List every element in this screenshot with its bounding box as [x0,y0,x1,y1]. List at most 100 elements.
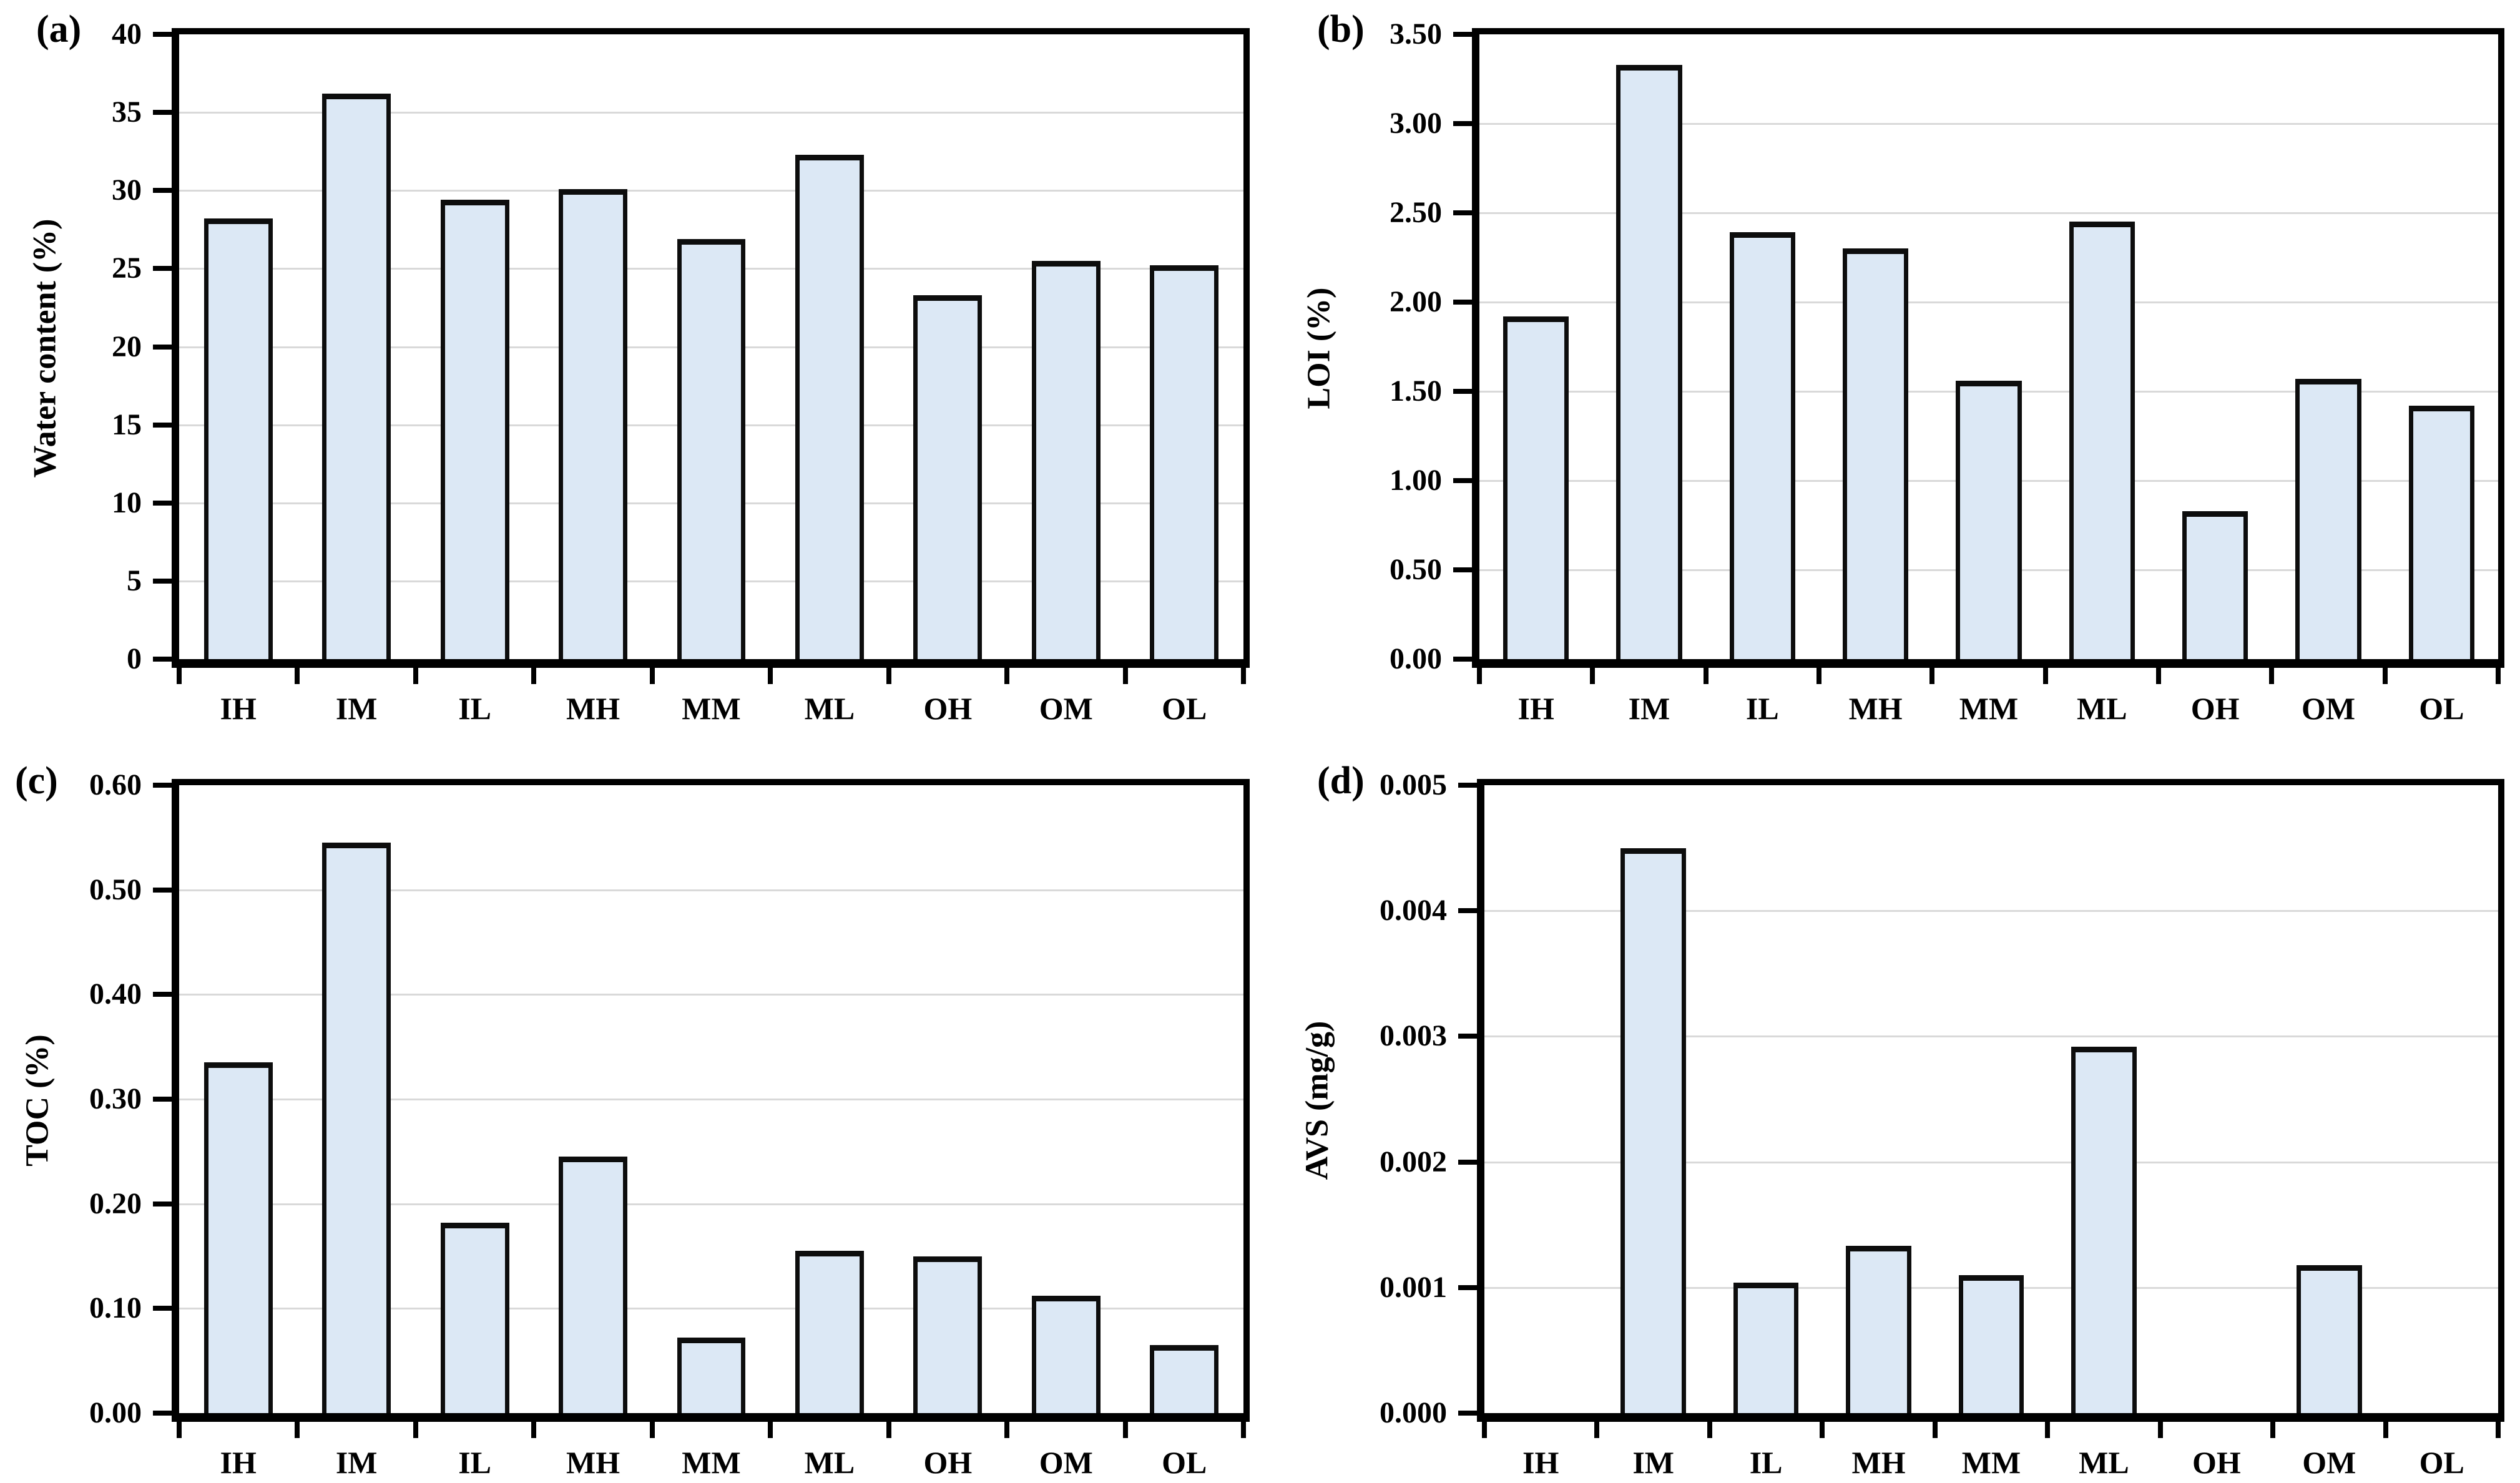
bar-b-IM [1616,64,1682,659]
x-category-label-a-ML: ML [804,691,855,726]
x-tick-mark [1932,1422,1938,1438]
y-tick-mark [1453,478,1472,483]
y-tick-mark [153,1097,172,1102]
x-category-label-d-OL: OL [2419,1445,2464,1480]
x-tick-mark [531,1422,537,1438]
x-category-label-c-IL: IL [458,1445,491,1480]
y-tick-label-d-0.002: 0.002 [1380,1145,1447,1178]
x-tick-mark [1929,668,1935,684]
gridline-35 [179,112,1243,114]
y-tick-mark [153,422,172,428]
x-tick-mark [1594,1422,1600,1438]
bar-c-IL [440,1222,509,1413]
x-tick-mark [886,668,891,684]
y-tick-label-a-35: 35 [112,95,142,129]
x-category-label-d-OH: OH [2192,1445,2241,1480]
gridline-3.00 [1479,123,2498,125]
x-tick-mark [2382,668,2388,684]
gridline-30 [179,190,1243,192]
x-tick-mark [413,1422,418,1438]
x-tick-mark [1004,668,1010,684]
bar-c-OL [1150,1345,1219,1413]
panel-letter-c: (c) [15,760,58,802]
x-category-label-b-OL: OL [2419,691,2464,726]
y-tick-label-a-40: 40 [112,17,142,51]
bar-a-MH [559,188,627,659]
gridline-2.50 [1479,212,2498,214]
x-tick-mark [1820,1422,1825,1438]
y-tick-mark [1458,1159,1477,1165]
x-category-label-b-IL: IL [1745,691,1779,726]
x-category-label-b-IM: IM [1628,691,1670,726]
y-tick-mark [1453,300,1472,305]
gridline-0.30 [179,1099,1243,1100]
x-tick-mark [649,1422,655,1438]
x-category-label-c-OL: OL [1162,1445,1207,1480]
y-tick-label-a-30: 30 [112,174,142,207]
y-tick-label-d-0.004: 0.004 [1380,894,1447,927]
x-category-label-d-OM: OM [2302,1445,2356,1480]
x-category-label-b-IH: IH [1517,691,1554,726]
y-tick-mark [1453,389,1472,394]
bar-b-OL [2408,405,2474,659]
gridline-2.00 [1479,301,2498,303]
y-tick-mark [153,110,172,115]
bar-b-ML [2069,222,2135,659]
x-tick-mark [2156,668,2161,684]
y-tick-label-a-15: 15 [112,408,142,441]
y-tick-mark [153,500,172,506]
bar-d-IL [1733,1282,1799,1413]
panel-c-toc: (c) TOC (%) 0.00 0.10 0.20 0.30 0.40 0.50 0.60… [0,742,1260,1483]
bar-d-OM [2297,1265,2362,1413]
x-category-label-c-OM: OM [1039,1445,1093,1480]
y-tick-mark [153,1201,172,1206]
bar-c-ML [795,1251,864,1413]
x-category-label-c-MM: MM [682,1445,741,1480]
plot-area-a [172,28,1250,668]
x-tick-mark [768,1422,773,1438]
x-category-label-c-ML: ML [804,1445,855,1480]
bar-a-MM [677,238,746,659]
x-tick-mark [2496,1422,2501,1438]
y-tick-mark [153,1306,172,1311]
x-tick-mark [1482,1422,1487,1438]
x-category-label-d-IH: IH [1522,1445,1559,1480]
x-tick-mark [2042,668,2048,684]
x-category-label-a-IH: IH [220,691,257,726]
y-tick-mark [153,266,172,272]
y-tick-mark [153,783,172,788]
x-category-label-a-OM: OM [1039,691,1093,726]
gridline-0.002 [1484,1161,2498,1163]
x-category-label-b-ML: ML [2077,691,2127,726]
panel-letter-a: (a) [36,8,82,51]
y-tick-label-a-10: 10 [112,486,142,519]
bar-d-ML [2071,1046,2137,1413]
y-tick-mark [1458,1411,1477,1416]
x-tick-mark [295,668,300,684]
x-category-label-a-IM: IM [335,691,378,726]
y-tick-label-c-0.50: 0.50 [89,873,142,906]
bar-c-IH [203,1062,273,1413]
y-tick-label-d-0.005: 0.005 [1380,768,1447,801]
bar-c-MM [677,1338,746,1413]
y-tick-mark [153,887,172,893]
x-tick-mark [1816,668,1821,684]
y-tick-label-b-0.00: 0.00 [1390,642,1442,675]
x-tick-mark [2045,1422,2051,1438]
y-tick-label-b-2.00: 2.00 [1390,285,1442,318]
y-tick-label-c-0.20: 0.20 [89,1187,142,1220]
bar-b-IH [1503,316,1569,659]
y-tick-mark [1458,1285,1477,1290]
x-tick-mark [2270,1422,2276,1438]
y-tick-mark [1453,32,1472,37]
y-tick-label-a-5: 5 [127,564,142,597]
x-tick-mark [649,668,655,684]
y-tick-mark [153,188,172,193]
y-tick-mark [153,657,172,662]
gridline-0.10 [179,1308,1243,1310]
gridline-0.20 [179,1203,1243,1205]
bar-a-OH [913,295,983,659]
bar-c-MH [559,1157,627,1413]
bar-b-MM [1956,380,2022,659]
x-tick-mark [886,1422,891,1438]
